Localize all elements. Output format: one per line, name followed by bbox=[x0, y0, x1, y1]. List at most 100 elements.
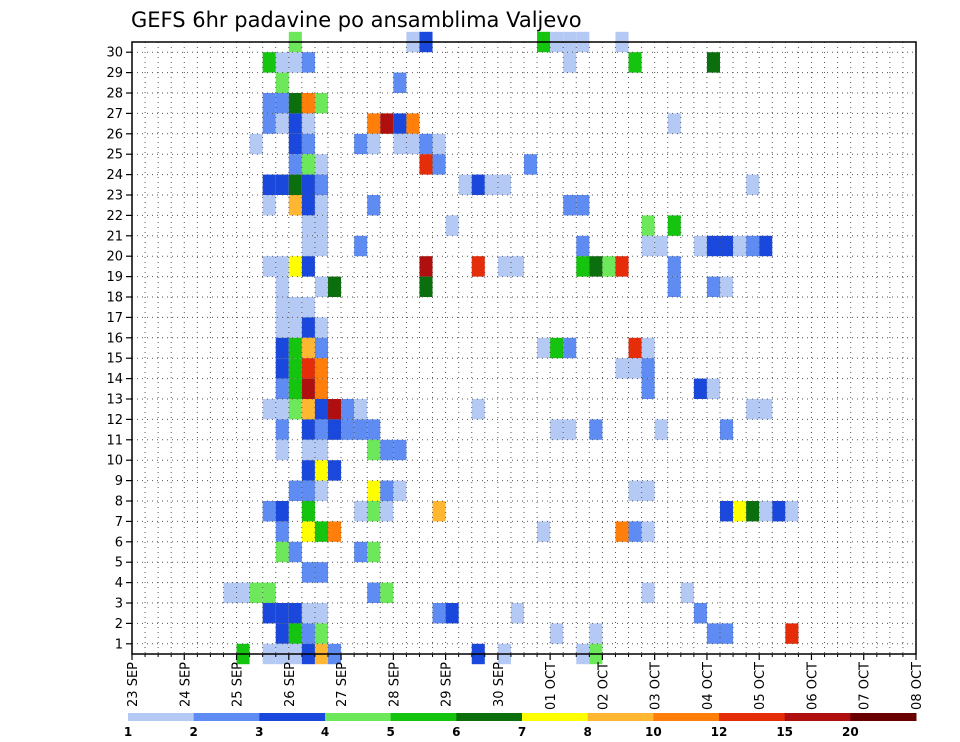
precip-cell bbox=[667, 276, 681, 297]
precip-cell bbox=[288, 52, 302, 73]
legend-swatch bbox=[587, 713, 654, 721]
x-tick-label: 08 OCT bbox=[910, 662, 925, 710]
precip-cell bbox=[301, 256, 315, 277]
precip-cell bbox=[301, 154, 315, 175]
precip-cell bbox=[432, 603, 446, 624]
precip-cell bbox=[497, 256, 511, 277]
precip-cell bbox=[314, 174, 328, 195]
precip-cell bbox=[746, 399, 760, 420]
precip-cell bbox=[262, 93, 276, 114]
precip-cell bbox=[419, 276, 433, 297]
precip-cell bbox=[563, 195, 577, 216]
legend-swatch bbox=[259, 713, 326, 721]
precip-cell bbox=[693, 378, 707, 399]
precip-cell bbox=[314, 317, 328, 338]
precip-cell bbox=[275, 501, 289, 522]
precip-cell bbox=[589, 419, 603, 440]
precip-cell bbox=[628, 358, 642, 379]
precip-cell bbox=[301, 439, 315, 461]
precip-cell bbox=[706, 52, 720, 73]
precip-cell bbox=[314, 521, 328, 542]
precip-cell bbox=[563, 52, 577, 73]
precip-cell bbox=[275, 297, 289, 318]
precip-cell bbox=[314, 378, 328, 399]
legend-label: 15 bbox=[776, 725, 793, 739]
precip-cell bbox=[615, 358, 629, 379]
y-tick-label: 3 bbox=[115, 597, 123, 612]
precip-cell bbox=[432, 133, 446, 155]
precip-cell bbox=[367, 113, 381, 134]
precip-cell bbox=[314, 399, 328, 420]
precip-cell bbox=[654, 419, 668, 440]
precip-cell bbox=[759, 501, 773, 522]
precip-cell bbox=[484, 174, 498, 195]
precip-cell bbox=[628, 337, 642, 359]
precip-cell bbox=[288, 480, 302, 501]
precip-cell bbox=[393, 133, 407, 155]
precip-cell bbox=[275, 603, 289, 624]
legend-label: 6 bbox=[452, 725, 460, 739]
precip-cell bbox=[275, 399, 289, 420]
x-tick-label: 07 OCT bbox=[858, 662, 873, 710]
precip-cell bbox=[576, 235, 590, 257]
precip-cell bbox=[641, 378, 655, 399]
x-tick-label: 24 SEP bbox=[178, 662, 193, 707]
legend-swatch bbox=[784, 713, 851, 721]
precip-cell bbox=[275, 72, 289, 93]
precip-cell bbox=[288, 378, 302, 399]
precip-cell bbox=[785, 623, 799, 644]
precip-cell bbox=[301, 93, 315, 114]
precip-cell bbox=[524, 154, 538, 175]
precip-cell bbox=[667, 113, 681, 134]
precip-cell bbox=[288, 133, 302, 155]
precip-cell bbox=[550, 623, 564, 644]
precip-cell bbox=[301, 195, 315, 216]
y-tick-label: 16 bbox=[106, 331, 123, 346]
precip-cell bbox=[654, 235, 668, 257]
precip-cell bbox=[380, 439, 394, 461]
precip-cell bbox=[367, 582, 381, 603]
precip-cell bbox=[720, 623, 734, 644]
precip-cell bbox=[301, 113, 315, 134]
y-tick-label: 15 bbox=[106, 352, 123, 367]
precip-cell bbox=[393, 439, 407, 461]
legend-swatch bbox=[653, 713, 720, 721]
precip-cell bbox=[537, 337, 551, 359]
precip-cell bbox=[628, 52, 642, 73]
precip-cell bbox=[589, 623, 603, 644]
precip-cell bbox=[419, 256, 433, 277]
precip-cell bbox=[314, 154, 328, 175]
precip-cell bbox=[301, 603, 315, 624]
precip-cell bbox=[641, 521, 655, 542]
heatmap-cells bbox=[223, 31, 799, 665]
precip-cell bbox=[288, 317, 302, 338]
precip-cell bbox=[301, 378, 315, 399]
y-tick-label: 9 bbox=[115, 474, 123, 489]
precip-cell bbox=[288, 541, 302, 563]
precip-cell bbox=[759, 399, 773, 420]
precip-cell bbox=[445, 215, 459, 236]
y-tick-label: 11 bbox=[106, 433, 123, 448]
precip-cell bbox=[275, 541, 289, 563]
y-tick-label: 25 bbox=[106, 148, 123, 163]
precip-cell bbox=[458, 174, 472, 195]
chart-title: GEFS 6hr padavine po ansamblima Valjevo bbox=[131, 8, 582, 32]
y-tick-label: 10 bbox=[106, 454, 123, 469]
x-tick-label: 03 OCT bbox=[649, 662, 664, 710]
precip-cell bbox=[301, 297, 315, 318]
x-tick-label: 26 SEP bbox=[283, 662, 298, 707]
precip-cell bbox=[367, 480, 381, 501]
x-tick-label: 29 SEP bbox=[440, 662, 455, 707]
precip-cell bbox=[288, 337, 302, 359]
precip-cell bbox=[693, 603, 707, 624]
precip-cell bbox=[393, 480, 407, 501]
precip-cell bbox=[262, 195, 276, 216]
y-tick-label: 13 bbox=[106, 393, 123, 408]
precip-cell bbox=[367, 501, 381, 522]
precip-cell bbox=[576, 256, 590, 277]
precip-cell bbox=[746, 174, 760, 195]
precip-cell bbox=[354, 419, 368, 440]
precip-cell bbox=[471, 399, 485, 420]
precip-cell bbox=[602, 256, 616, 277]
